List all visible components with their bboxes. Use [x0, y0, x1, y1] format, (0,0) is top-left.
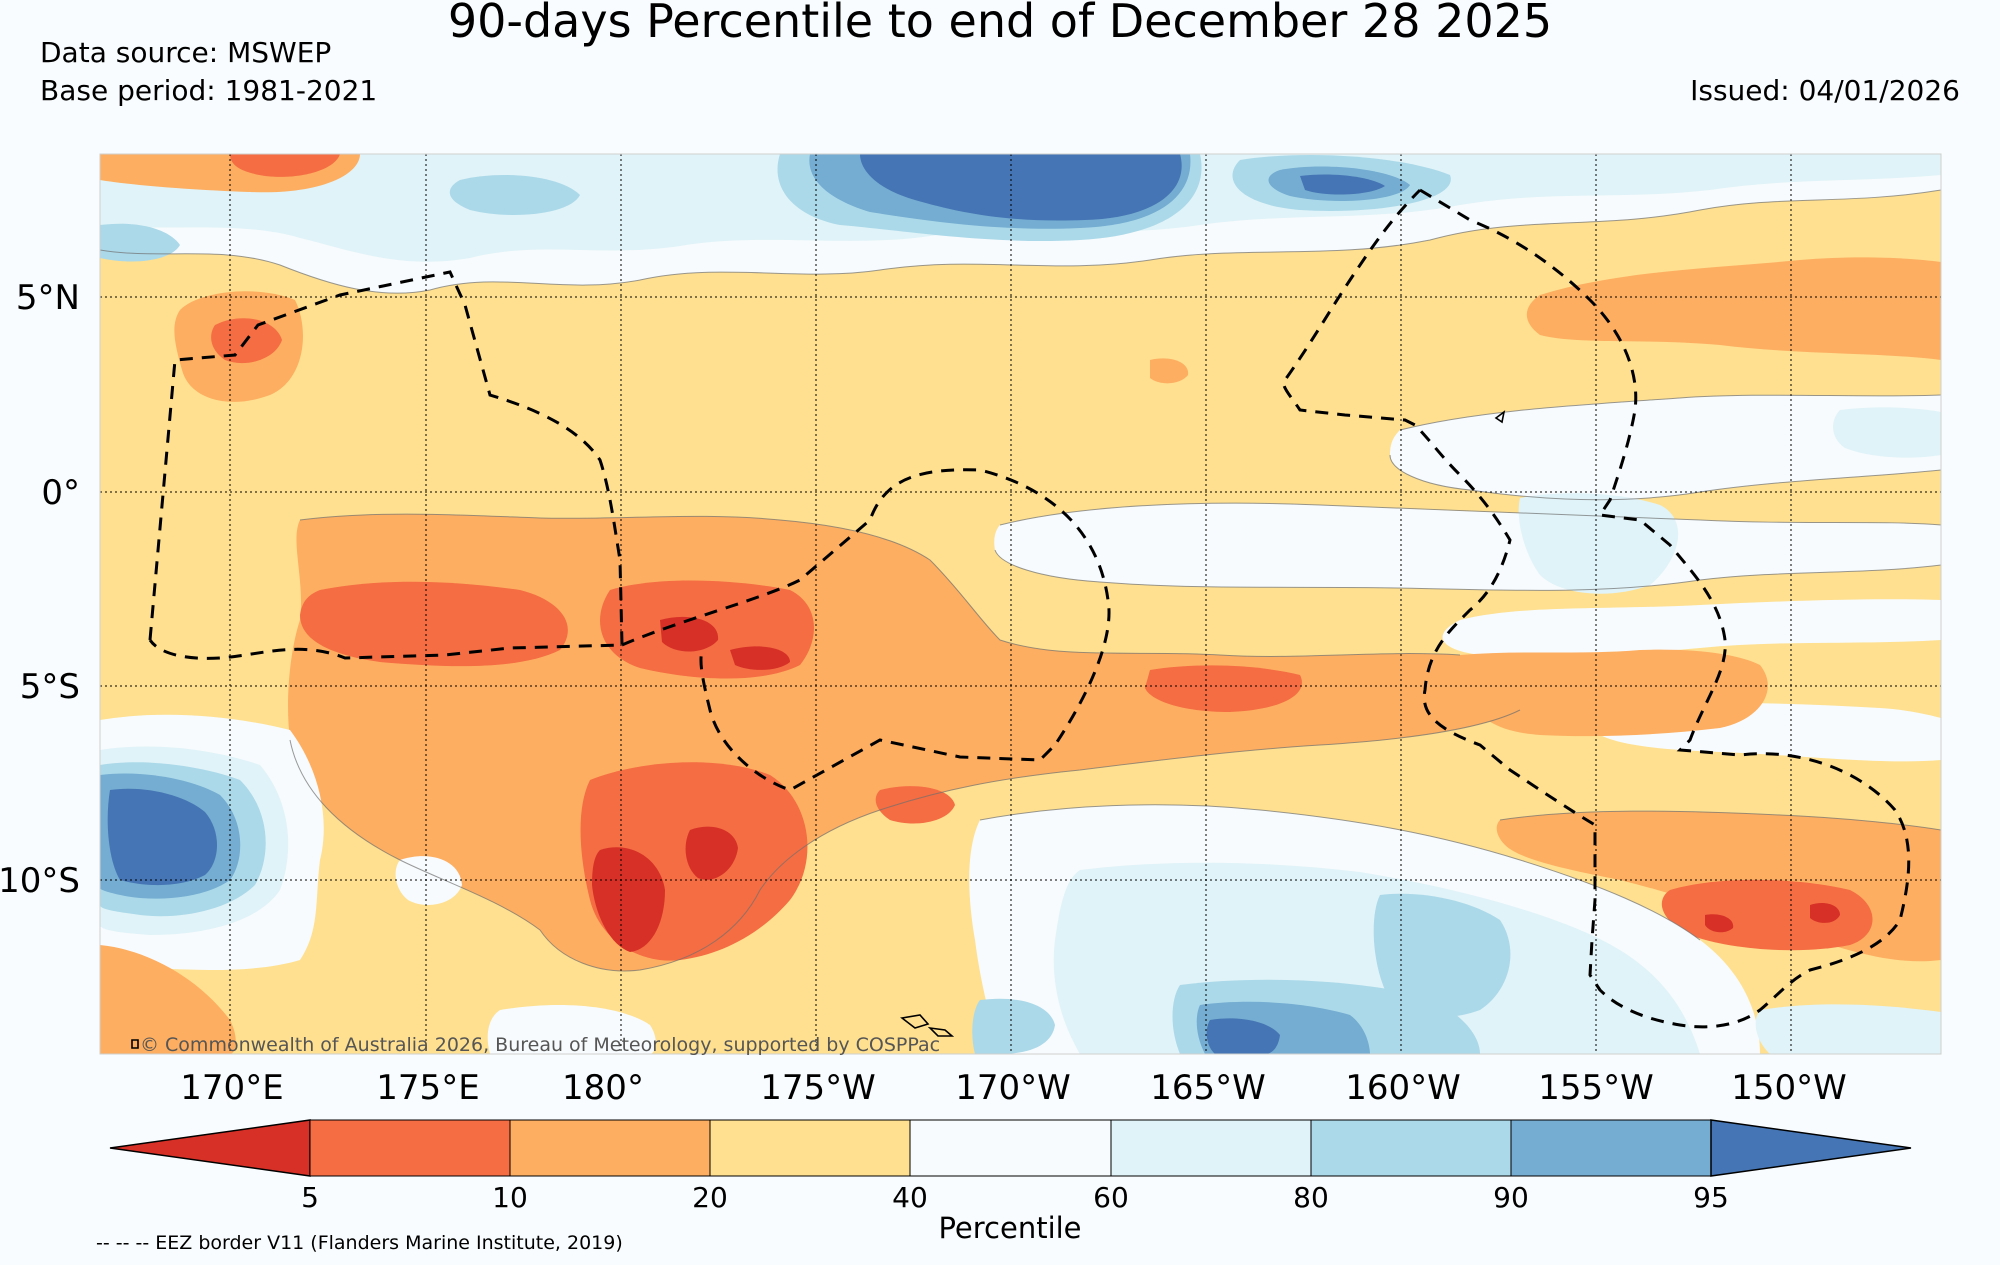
- colorbar-tick-60: 60: [1093, 1181, 1129, 1214]
- lat-label-10s: 10°S: [0, 861, 80, 901]
- graticule: [100, 154, 1941, 1054]
- colorbar-segment-40-60: [909, 1119, 1112, 1177]
- orange-far-sw: [100, 945, 236, 1054]
- white-spot-11s: [395, 856, 462, 905]
- darkred-11s-150w: [1705, 914, 1734, 933]
- darkred-core-center-2: [730, 646, 790, 670]
- dark-blue-north: [860, 154, 1182, 221]
- colorbar: 5 10 20 40 60 80 90 95 Percentile: [109, 1119, 1912, 1245]
- map-plot-area: [100, 154, 1941, 1054]
- map-frame: [99, 153, 1942, 1055]
- darkblue-south-163w: [1206, 1018, 1280, 1054]
- colorbar-tick-90: 90: [1493, 1181, 1529, 1214]
- colorbar-segment-5-10: [309, 1119, 511, 1177]
- colorbar-tick-80: 80: [1293, 1181, 1329, 1214]
- light-blue-155w-eq: [1518, 493, 1679, 594]
- lightblue-se: [1755, 1004, 1941, 1054]
- lon-label-160w: 160°W: [1345, 1068, 1461, 1108]
- red-core-west: [300, 581, 568, 667]
- red-top-left: [230, 154, 340, 177]
- lon-label-170w: 170°W: [955, 1068, 1071, 1108]
- data-source: Data source: MSWEP: [40, 36, 332, 69]
- orange-spot-165w: [1150, 358, 1189, 384]
- eez-borders: [148, 188, 1911, 1029]
- white-band-equator-east: [1390, 395, 1941, 500]
- colorbar-tick-20: 20: [692, 1181, 728, 1214]
- blue-north-east-3: [1300, 174, 1385, 195]
- colorbar-tick-5: 5: [301, 1181, 319, 1214]
- darkred-11s-148w: [1810, 903, 1840, 923]
- colorbar-segment-60-80: [1110, 1119, 1312, 1177]
- blue-north-west: [449, 175, 580, 215]
- colorbar-tick-10: 10: [492, 1181, 528, 1214]
- darkred-blob-10s-180: [592, 847, 665, 952]
- red-9s-174w: [875, 786, 955, 824]
- colorbar-tick-95: 95: [1693, 1181, 1729, 1214]
- colorbar-segment-above-95: [1710, 1119, 1912, 1177]
- light-blue-east-eq: [1833, 407, 1941, 458]
- white-band-4s: [1442, 599, 1941, 658]
- lon-label-155w: 155°W: [1538, 1068, 1654, 1108]
- islands: [131, 410, 1506, 1049]
- colorbar-segment-90-95: [1510, 1119, 1712, 1177]
- white-south-178e: [487, 1005, 656, 1054]
- colorbar-segment-10-20: [509, 1119, 711, 1177]
- colorbar-segment-80-90: [1310, 1119, 1512, 1177]
- lon-label-150w: 150°W: [1731, 1068, 1847, 1108]
- orange-160w-5s: [1458, 649, 1768, 737]
- map-title: 90-days Percentile to end of December 28…: [447, 0, 1553, 48]
- lat-label-5s: 5°S: [20, 667, 80, 707]
- orange-east-4n: [1526, 257, 1941, 360]
- colorbar-segment-below-5: [109, 1119, 311, 1177]
- lat-label-0: 0°: [41, 473, 80, 513]
- colorbar-title: Percentile: [938, 1211, 1081, 1245]
- red-11s-148w: [1661, 879, 1873, 951]
- eez-footnote: -- -- -- EEZ border V11 (Flanders Marine…: [96, 1232, 623, 1254]
- copyright-text: © Commonwealth of Australia 2026, Bureau…: [140, 1034, 940, 1056]
- darkred-blob-10s-178w: [685, 826, 738, 880]
- colorbar-tick-40: 40: [892, 1181, 928, 1214]
- lat-label-5n: 5°N: [16, 278, 80, 318]
- lon-label-170e: 170°E: [180, 1068, 283, 1108]
- lon-label-175e: 175°E: [376, 1068, 479, 1108]
- base-period: Base period: 1981-2021: [40, 74, 378, 107]
- lon-label-180: 180°: [562, 1068, 644, 1108]
- red-165w-5s: [1145, 665, 1302, 712]
- white-band-1s: [994, 503, 1941, 591]
- contour-lines: [100, 189, 1941, 972]
- lon-label-175w: 175°W: [760, 1068, 876, 1108]
- blue-south-170w: [972, 998, 1055, 1054]
- blue-south-157w: [1373, 893, 1511, 1018]
- lon-label-165w: 165°W: [1150, 1068, 1266, 1108]
- colorbar-segment-20-40: [709, 1119, 911, 1177]
- issued-date: Issued: 04/01/2026: [1690, 74, 1960, 107]
- darkblue-sw: [107, 788, 218, 886]
